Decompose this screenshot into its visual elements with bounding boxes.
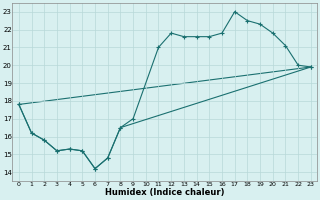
X-axis label: Humidex (Indice chaleur): Humidex (Indice chaleur) [105, 188, 225, 197]
